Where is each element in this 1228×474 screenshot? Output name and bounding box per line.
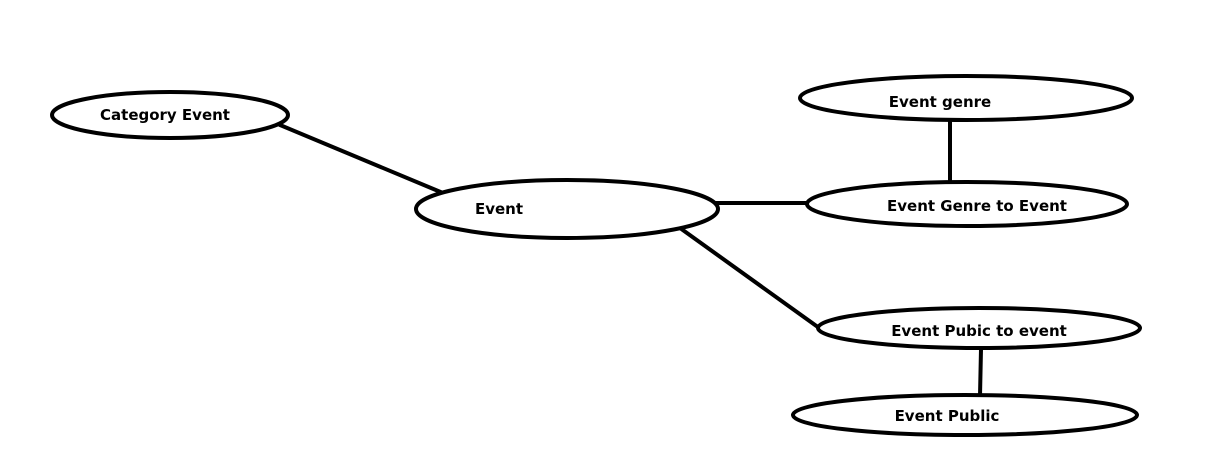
node-event-public-label: Event Public <box>895 407 1000 425</box>
node-event-genre-to-event: Event Genre to Event <box>805 180 1129 228</box>
node-event-pubic-to-event: Event Pubic to event <box>816 306 1142 350</box>
node-category-event-label: Category Event <box>100 106 230 124</box>
node-category-event: Category Event <box>50 90 290 140</box>
edge-category-event-to-event <box>278 123 445 195</box>
node-event-genre: Event genre <box>798 74 1134 122</box>
node-event-genre-label: Event genre <box>889 93 991 111</box>
node-event-pubic-to-event-label: Event Pubic to event <box>891 322 1067 340</box>
edge-event-to-event-pubic-to-event <box>678 226 824 332</box>
node-event-ellipse <box>414 178 720 240</box>
node-event-public: Event Public <box>791 393 1139 437</box>
node-event: Event <box>414 178 720 240</box>
node-event-public-ellipse <box>791 393 1139 437</box>
node-event-genre-ellipse <box>798 74 1134 122</box>
edge-event-pubic-to-event-to-event-public <box>978 347 983 398</box>
node-event-label: Event <box>475 200 523 218</box>
node-event-pubic-to-event-ellipse <box>816 306 1142 350</box>
node-event-genre-to-event-label: Event Genre to Event <box>887 197 1067 215</box>
node-category-event-ellipse <box>50 90 290 140</box>
node-event-genre-to-event-ellipse <box>805 180 1129 228</box>
